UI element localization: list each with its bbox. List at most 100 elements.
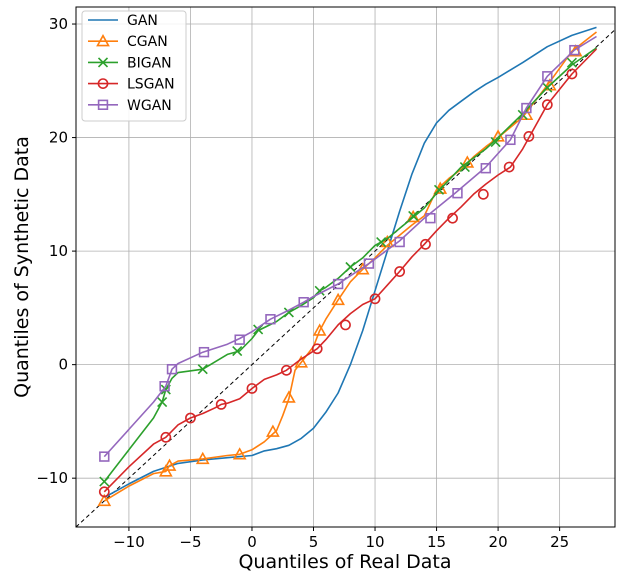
y-tick-label: 10 [49,242,68,260]
bigan-marker [459,162,470,173]
lsgan-line [103,48,598,493]
cgan-marker [97,493,112,507]
wgan-marker [198,346,210,358]
bigan-marker [314,285,325,296]
lsgan-marker [566,68,578,80]
cgan-marker [460,155,475,168]
lsgan-marker [541,99,553,111]
legend-item-wgan: WGAN [88,98,172,114]
bigan-marker [566,57,577,68]
wgan-marker [265,314,276,325]
cgan-marker [232,447,247,460]
x-tick-label: 0 [247,533,257,551]
bigan-marker [433,184,445,195]
wgan-marker [569,44,580,56]
cgan-marker [331,292,345,306]
bigan-marker [197,364,208,375]
legend-item-gan: GAN [88,13,158,29]
cgan-marker [266,424,280,437]
lsgan-marker [503,161,515,173]
y-tick-label: 20 [49,129,68,147]
legend-marker [96,34,110,47]
cgan-marker [282,390,296,403]
series-wgan [99,35,597,462]
cgan-line [103,31,597,502]
y-tick-label: −10 [36,469,68,487]
bigan-marker [345,261,356,273]
cgan-marker [380,234,395,248]
lsgan-marker [447,212,458,224]
lsgan-marker [215,398,227,410]
lsgan-marker [394,266,406,277]
wgan-marker [542,71,553,82]
y-tick-label: 0 [58,356,68,374]
bigan-marker [283,307,294,318]
lsgan-marker [477,188,489,200]
wgan-marker [166,363,178,375]
wgan-marker [234,334,245,345]
x-tick-label: 5 [309,533,319,551]
legend-item-bigan: BIGAN [88,55,172,71]
x-axis-label: Quantiles of Real Data [238,551,451,573]
legend-marker [97,99,109,111]
legend-marker [97,57,109,68]
legend: GAN CGAN BIGAN LSGAN WGAN [81,10,187,122]
x-tick-label: 10 [365,533,384,551]
lsgan-marker [311,343,323,355]
lsgan-marker [98,486,110,498]
bigan-marker [408,210,419,221]
wgan-line [103,35,597,458]
y-axis-label: Quantiles of Synthetic Data [11,136,33,398]
legend-label: GAN [127,13,158,29]
bigan-marker [376,236,387,248]
series-layer [97,26,598,507]
legend-label: LSGAN [127,77,175,93]
x-tick-label: 25 [550,533,569,551]
lsgan-marker [420,238,431,250]
legend-item-cgan: CGAN [88,34,168,50]
bigan-marker [157,397,168,408]
x-tick-label: −5 [179,533,201,551]
x-tick-label: 15 [427,533,446,551]
wgan-marker [363,258,375,269]
legend-marker [97,78,109,89]
lsgan-marker [369,293,381,305]
cgan-marker [406,209,421,223]
legend-label: WGAN [127,98,172,114]
lsgan-marker [340,319,351,331]
wgan-marker [298,296,309,308]
axis-ticks: −10 −5 0 5 10 15 20 25 −10 0 10 20 30 [36,15,569,551]
bigan-marker [542,82,553,93]
legend-box [81,10,187,122]
wgan-marker [99,451,110,462]
y-tick-label: 30 [49,15,68,33]
lsgan-marker [523,131,535,142]
lsgan-marker [185,412,196,424]
x-tick-label: 20 [489,533,508,551]
bigan-marker [99,476,110,487]
wgan-marker [521,102,532,114]
lsgan-marker [160,431,172,443]
cgan-marker [195,451,210,465]
bigan-marker [232,345,243,357]
wgan-marker [505,134,516,146]
legend-label: CGAN [127,34,168,50]
wgan-marker [332,278,344,290]
lsgan-marker [246,383,258,394]
grid-lines [76,7,615,527]
gan-line [103,26,597,499]
wgan-marker [394,236,405,248]
wgan-marker [159,381,170,392]
cgan-marker [162,458,177,471]
legend-item-lsgan: LSGAN [88,77,175,93]
plot-frame [75,6,616,528]
legend-label: BIGAN [127,55,172,71]
wgan-marker [480,163,491,174]
wgan-marker [425,212,436,224]
x-tick-label: −10 [113,533,145,551]
series-lsgan [98,48,598,498]
series-gan [103,26,597,499]
bigan-line [103,47,597,483]
cgan-marker [312,323,327,336]
